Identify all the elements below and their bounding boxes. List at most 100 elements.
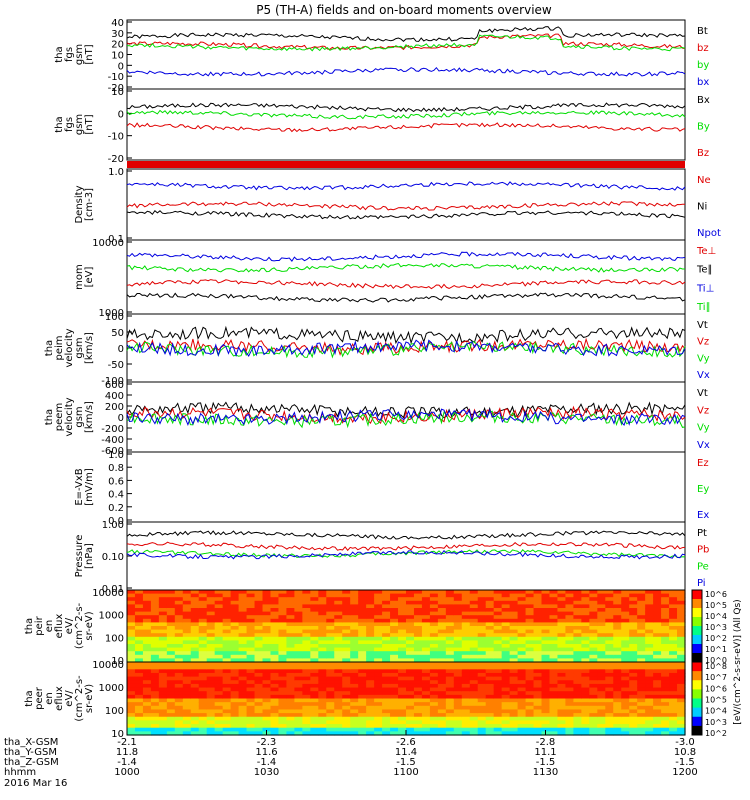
heatmap-cell: [597, 705, 606, 711]
heatmap-cell: [581, 665, 590, 670]
heatmap-cell: [342, 669, 351, 674]
heatmap-cell: [222, 662, 232, 667]
heatmap-cell: [342, 626, 351, 631]
heatmap-cell: [477, 698, 487, 703]
heatmap-cell: [230, 636, 240, 641]
heatmap-cell: [166, 662, 176, 667]
heatmap-cell: [509, 687, 519, 692]
heatmap-cell: [318, 662, 327, 667]
heatmap-cell: [198, 669, 208, 674]
heatmap-cell: [613, 622, 622, 627]
heatmap-cell: [445, 694, 455, 700]
heatmap-cell: [246, 644, 256, 649]
heatmap-cell: [493, 604, 503, 609]
heatmap-cell: [222, 629, 232, 634]
heatmap-cell: [262, 658, 272, 663]
heatmap-cell: [493, 687, 503, 692]
heatmap-cell: [421, 633, 431, 638]
heatmap-cell: [350, 654, 359, 659]
heatmap-cell: [350, 683, 359, 689]
heatmap-cell: [605, 683, 614, 689]
heatmap-cell: [429, 680, 439, 685]
heatmap-cell: [326, 691, 335, 696]
heatmap-cell: [326, 600, 335, 605]
heatmap-cell: [533, 716, 543, 721]
heatmap-cell: [406, 647, 415, 652]
heatmap-cell: [206, 618, 216, 623]
heatmap-cell: [286, 713, 295, 718]
heatmap-cell: [605, 611, 614, 616]
heatmap-cell: [366, 615, 375, 620]
heatmap-cell: [278, 727, 288, 732]
heatmap-cell: [390, 654, 399, 659]
legend-label: Ti⊥: [696, 283, 714, 294]
heatmap-cell: [246, 629, 256, 634]
heatmap-cell: [334, 683, 343, 689]
heatmap-cell: [142, 716, 152, 721]
heatmap-cell: [669, 720, 678, 725]
heatmap-cell: [621, 691, 630, 696]
heatmap-cell: [374, 724, 383, 729]
heatmap-cell: [134, 683, 144, 689]
y-axis-label: (cm^2-s-: [74, 675, 85, 722]
heatmap-cell: [421, 658, 431, 663]
heatmap-cell: [421, 665, 431, 670]
heatmap-cell: [525, 615, 535, 620]
heatmap-cell: [206, 626, 216, 631]
heatmap-cell: [182, 593, 192, 598]
heatmap-cell: [238, 702, 248, 707]
y-tick-label: -400: [101, 435, 124, 446]
heatmap-cell: [406, 687, 415, 692]
heatmap-cell: [262, 654, 272, 659]
heatmap-cell: [621, 731, 630, 736]
heatmap-cell: [677, 672, 686, 678]
y-axis-label: [cm-3]: [84, 188, 95, 221]
heatmap-cell: [342, 731, 351, 736]
heatmap-cell: [653, 720, 662, 725]
heatmap-cell: [150, 727, 160, 732]
heatmap-cell: [493, 618, 503, 623]
heatmap-cell: [597, 622, 606, 627]
heatmap-cell: [127, 644, 136, 649]
heatmap-cell: [677, 683, 686, 689]
heatmap-cell: [645, 676, 654, 681]
y-tick-label: 40: [111, 18, 124, 29]
heatmap-cell: [581, 680, 590, 685]
heatmap-cell: [525, 669, 535, 674]
heatmap-cell: [182, 629, 192, 634]
heatmap-cell: [358, 687, 367, 692]
heatmap-cell: [525, 705, 535, 711]
heatmap-cell: [190, 608, 200, 613]
heatmap-cell: [469, 593, 479, 598]
heatmap-cell: [621, 694, 630, 700]
heatmap-cell: [198, 702, 208, 707]
heatmap-cell: [150, 683, 160, 689]
heatmap-cell: [350, 636, 359, 641]
heatmap-cell: [653, 687, 662, 692]
heatmap-cell: [318, 687, 327, 692]
heatmap-cell: [294, 590, 303, 595]
heatmap-cell: [326, 590, 335, 595]
heatmap-cell: [421, 705, 431, 711]
heatmap-cell: [509, 669, 519, 674]
heatmap-cell: [605, 720, 614, 725]
heatmap-cell: [174, 694, 184, 700]
y-tick-label: -200: [101, 424, 124, 435]
heatmap-cell: [334, 720, 343, 725]
heatmap-cell: [366, 691, 375, 696]
heatmap-cell: [358, 662, 367, 667]
heatmap-cell: [190, 647, 200, 652]
heatmap-cell: [302, 640, 311, 645]
heatmap-cell: [350, 618, 359, 623]
heatmap-cell: [390, 683, 399, 689]
heatmap-cell: [477, 694, 487, 700]
heatmap-cell: [629, 716, 638, 721]
heatmap-cell: [549, 698, 559, 703]
heatmap-cell: [350, 662, 359, 667]
heatmap-cell: [645, 626, 654, 631]
heatmap-cell: [382, 626, 391, 631]
heatmap-cell: [254, 593, 264, 598]
heatmap-cell: [390, 709, 399, 714]
heatmap-cell: [390, 720, 399, 725]
heatmap-cell: [677, 593, 686, 598]
